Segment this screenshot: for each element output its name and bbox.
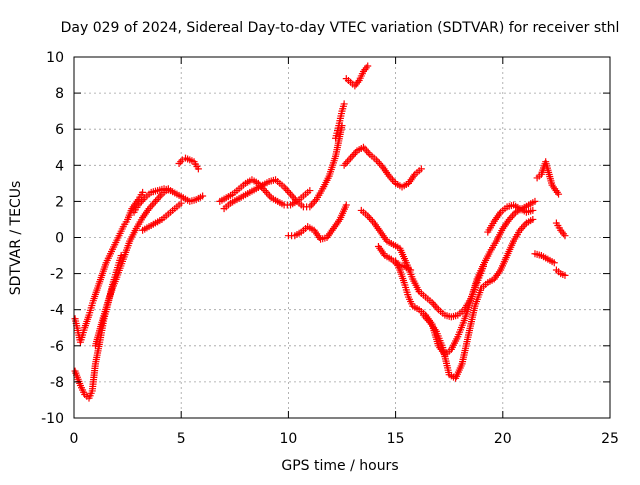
data-point — [199, 192, 207, 200]
y-tick-label: -8 — [50, 375, 64, 391]
y-tick-label: -10 — [41, 411, 64, 427]
y-tick-label: -2 — [50, 267, 64, 283]
data-point — [529, 206, 537, 214]
data-point — [194, 165, 202, 173]
data-point — [417, 165, 425, 173]
x-tick-label: 20 — [494, 431, 512, 447]
y-tick-label: 0 — [55, 231, 64, 247]
data-point — [306, 187, 314, 195]
data-point — [139, 188, 147, 196]
data-point — [550, 259, 558, 267]
y-tick-label: 10 — [46, 50, 64, 66]
data-point — [561, 232, 569, 240]
x-tick-label: 15 — [387, 431, 405, 447]
data-point — [555, 190, 563, 198]
y-tick-label: 8 — [55, 86, 64, 102]
data-point — [340, 100, 348, 108]
axis-ticks: 0 5 10 15 20 25 -10 -8 -6 -4 -2 0 2 4 6 8 10 — [41, 50, 619, 447]
chart-title: Day 029 of 2024, Sidereal Day-to-day VTE… — [61, 20, 620, 36]
x-tick-label: 0 — [70, 431, 79, 447]
y-tick-label: -6 — [50, 339, 64, 355]
data-point — [177, 199, 185, 207]
x-tick-label: 10 — [279, 431, 297, 447]
data-point — [117, 252, 125, 260]
y-axis-label: SDTVAR / TECUs — [8, 181, 24, 296]
data-point — [342, 201, 350, 209]
y-tick-label: -4 — [50, 303, 64, 319]
data-point — [531, 197, 539, 205]
data-point — [561, 271, 569, 279]
data-point — [529, 215, 537, 223]
data-point — [407, 266, 415, 274]
y-tick-label: 2 — [55, 194, 64, 210]
data-point — [364, 62, 372, 70]
x-tick-label: 25 — [601, 431, 619, 447]
x-axis-label: GPS time / hours — [281, 458, 398, 474]
y-tick-label: 6 — [55, 122, 64, 138]
x-tick-label: 5 — [177, 431, 186, 447]
y-tick-label: 4 — [55, 158, 64, 174]
